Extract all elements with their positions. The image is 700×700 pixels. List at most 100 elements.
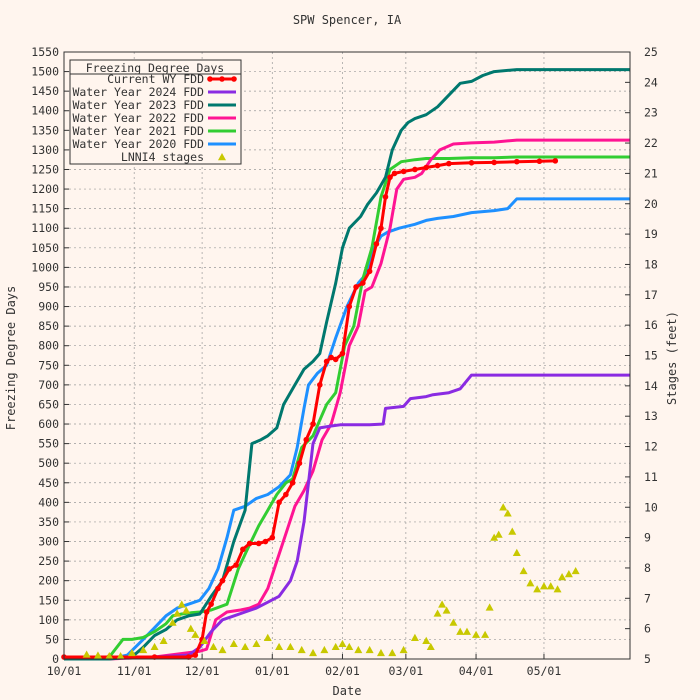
- x-tick-label: 03/01: [389, 664, 424, 678]
- series-line: [64, 68, 630, 661]
- y-tick-label: 1200: [31, 182, 59, 196]
- series-point: [255, 540, 262, 547]
- series-point: [434, 162, 441, 169]
- stage-point: [139, 645, 148, 654]
- y-tick-label: 1400: [31, 104, 59, 118]
- stage-point: [241, 642, 250, 651]
- stage-point: [275, 642, 284, 651]
- y2-tick-label: 20: [644, 197, 658, 211]
- y-tick-label: 650: [38, 397, 59, 411]
- y2-tick-label: 15: [644, 349, 658, 363]
- series-point: [360, 280, 366, 286]
- series-point: [296, 460, 303, 466]
- stage-point: [105, 651, 114, 660]
- stage-point: [82, 650, 91, 658]
- series-point: [276, 499, 282, 506]
- stage-point: [309, 648, 318, 657]
- y2-tick-label: 8: [644, 561, 651, 575]
- series-point: [332, 356, 339, 363]
- y2-tick-label: 10: [644, 500, 658, 514]
- y-tick-label: 400: [38, 495, 59, 509]
- series-point: [491, 159, 497, 166]
- stage-point: [490, 533, 499, 541]
- y-tick-label: 1100: [31, 221, 59, 235]
- stage-point: [485, 603, 494, 611]
- stage-point: [499, 503, 508, 511]
- stage-point: [331, 642, 340, 651]
- legend-label: Water Year 2023 FDD: [72, 98, 204, 112]
- stage-point: [168, 618, 177, 626]
- y-tick-label: 1500: [31, 65, 59, 79]
- series-point: [317, 382, 323, 388]
- x-tick-label: 10/01: [47, 664, 82, 678]
- x-tick-label: 05/01: [527, 664, 562, 678]
- stage-point: [191, 630, 200, 638]
- y2-axis-ticks: 5 6 7 8 9 10 11 12 13 14 15 16 17 18 19 20 21 22 23 24 25: [625, 45, 658, 666]
- y-tick-label: 50: [45, 632, 59, 646]
- stage-point: [546, 582, 555, 590]
- series-point: [215, 585, 221, 592]
- y-tick-label: 950: [38, 280, 59, 294]
- series-point: [339, 350, 346, 357]
- stage-point: [426, 642, 435, 651]
- stage-point: [150, 642, 159, 651]
- y-tick-label: 1000: [31, 260, 59, 274]
- stage-point: [286, 642, 295, 651]
- stage-point: [462, 627, 471, 635]
- y-tick-label: 200: [38, 574, 59, 588]
- series-point: [387, 174, 393, 181]
- y-tick-label: 550: [38, 437, 59, 451]
- y2-tick-label: 22: [644, 136, 658, 150]
- stage-point: [494, 530, 503, 538]
- stage-point: [200, 636, 209, 644]
- y2-tick-label: 5: [644, 652, 651, 666]
- stage-point: [526, 579, 535, 587]
- series-point: [246, 540, 253, 547]
- y-axis-ticks: 0 50 100 150 200 250 300 350 400 450 500 550 600 650 7…: [31, 45, 69, 666]
- series-point: [269, 534, 276, 541]
- series-point: [262, 538, 269, 545]
- y-tick-label: 1350: [31, 123, 59, 137]
- stage-point: [519, 566, 528, 575]
- y-tick-label: 150: [38, 593, 59, 607]
- y2-tick-label: 25: [644, 45, 658, 59]
- y-tick-label: 1250: [31, 162, 59, 176]
- series-water-year-2022-fdd: [64, 138, 630, 661]
- stage-point: [433, 609, 442, 617]
- stage-point: [263, 633, 272, 641]
- stage-point: [320, 645, 329, 654]
- stage-point: [159, 636, 168, 644]
- series-point: [423, 164, 430, 171]
- y-axis-label: Freezing Degree Days: [4, 286, 18, 431]
- series-point: [151, 654, 158, 660]
- legend-title: Freezing Degree Days: [86, 61, 224, 75]
- x-tick-label: 02/01: [325, 664, 360, 678]
- legend-label: Water Year 2021 FDD: [72, 124, 204, 138]
- legend: Freezing Degree Days Current WY FDDWater…: [69, 59, 242, 165]
- series-point: [208, 601, 214, 607]
- y-tick-label: 1300: [31, 143, 59, 157]
- stage-point: [365, 645, 374, 654]
- x-axis-label: Date: [333, 684, 362, 698]
- y-tick-label: 250: [38, 554, 59, 568]
- stage-point: [503, 509, 512, 517]
- y2-tick-label: 18: [644, 257, 658, 271]
- x-tick-label: 04/01: [459, 664, 494, 678]
- y-tick-label: 300: [38, 535, 59, 549]
- stage-point: [209, 642, 218, 651]
- series-point: [346, 303, 353, 310]
- series-point: [446, 160, 452, 167]
- series-water-year-2023-fdd: [64, 68, 630, 661]
- series-point: [552, 158, 559, 164]
- chart-title: SPW Spencer, IA: [293, 13, 402, 27]
- stage-point: [472, 630, 481, 638]
- plot-frame: [63, 51, 631, 660]
- series-point: [536, 158, 543, 165]
- y-tick-label: 850: [38, 319, 59, 333]
- stage-point: [399, 645, 408, 654]
- x-tick-label: 11/01: [117, 664, 152, 678]
- series-point: [373, 241, 380, 247]
- stage-point: [449, 618, 458, 626]
- stage-point: [173, 609, 182, 617]
